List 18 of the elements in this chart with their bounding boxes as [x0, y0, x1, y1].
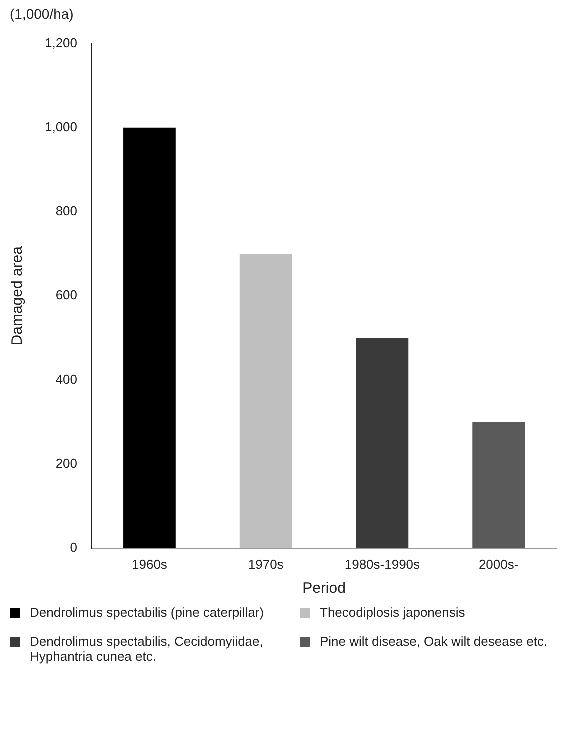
- y-tick-label: 800: [56, 204, 78, 219]
- x-tick-label: 2000s-: [478, 556, 519, 572]
- y-tick-label: 200: [56, 456, 78, 471]
- x-tick-label: 1970s: [248, 556, 284, 572]
- legend-label: Pine wilt disease, Oak wilt desease etc.: [320, 634, 548, 649]
- legend-label: Dendrolimus spectabilis, Cecidomyiidae, Hyphantria cunea etc.: [30, 634, 264, 664]
- y-tick-label: 600: [56, 288, 78, 303]
- legend-label: Dendrolimus spectabilis (pine caterpillar): [30, 605, 264, 620]
- y-tick-label: 1,000: [44, 119, 78, 134]
- text: (1,000/ha): [10, 6, 74, 22]
- y-tick-label: 1,200: [44, 35, 78, 50]
- x-axis-title: Period: [302, 580, 346, 598]
- x-tick-label: 1960s: [132, 556, 168, 572]
- y-axis-title: Damaged area: [9, 246, 26, 346]
- y-tick-label: 0: [70, 540, 78, 555]
- y-tick-label: 400: [56, 372, 78, 387]
- x-tick-label: 1980s-1990s: [344, 556, 421, 572]
- legend-label: Thecodiplosis japonensis: [320, 605, 466, 620]
